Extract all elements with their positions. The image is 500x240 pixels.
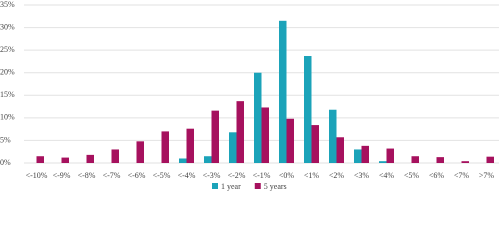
legend-swatch — [212, 183, 218, 189]
y-tick-label: 25% — [0, 45, 15, 54]
bar — [279, 20, 287, 163]
x-tick-label: <1% — [304, 171, 320, 180]
x-tick-label: <-7% — [103, 171, 121, 180]
x-tick-label: >7% — [479, 171, 495, 180]
bar — [136, 141, 144, 163]
x-tick-label: <0% — [279, 171, 295, 180]
bar — [236, 101, 244, 163]
x-tick-label: <4% — [379, 171, 395, 180]
bar — [486, 156, 494, 163]
bar — [86, 154, 94, 163]
legend-label: 1 year — [221, 182, 241, 191]
bar — [411, 156, 419, 163]
x-tick-label: <-5% — [153, 171, 171, 180]
y-tick-label: 5% — [0, 135, 11, 144]
x-tick-label: <-1% — [253, 171, 271, 180]
bar — [229, 132, 237, 163]
chart: 0% 5% 10% 15% 20% 25% 30% 35% <-10% <-9% <-8% <-7% <… — [0, 0, 499, 191]
x-tick-label: <7% — [454, 171, 470, 180]
x-tick-label: <-10% — [26, 171, 48, 180]
bar — [436, 157, 444, 163]
y-tick-label: 30% — [0, 22, 15, 31]
y-tick-label: 15% — [0, 90, 15, 99]
x-tick-label: <-6% — [128, 171, 146, 180]
x-tick-label: <-4% — [178, 171, 196, 180]
y-tick-label: 20% — [0, 68, 15, 77]
bar — [379, 161, 387, 163]
x-tick-label: <-2% — [228, 171, 246, 180]
legend-label: 5 years — [264, 182, 287, 191]
x-tick-label: <-8% — [78, 171, 96, 180]
y-tick-label: 10% — [0, 113, 15, 122]
bar — [204, 156, 212, 163]
bar — [311, 125, 319, 163]
bar — [354, 149, 362, 163]
bar — [254, 72, 262, 163]
bar — [286, 118, 294, 163]
bar — [186, 128, 194, 163]
x-tick-label: <-9% — [53, 171, 71, 180]
bar — [304, 56, 312, 163]
bar — [461, 161, 469, 163]
bar — [111, 149, 119, 163]
bar — [261, 107, 269, 163]
bar — [36, 156, 44, 163]
bar — [161, 131, 169, 163]
y-tick-label: 0% — [0, 158, 11, 167]
bar — [336, 137, 344, 163]
bar — [386, 148, 394, 163]
bar — [329, 109, 337, 163]
y-tick-label: 35% — [0, 0, 15, 9]
bar — [61, 157, 69, 163]
bar — [179, 158, 187, 163]
bar — [211, 110, 219, 163]
x-tick-label: <5% — [404, 171, 420, 180]
legend-swatch — [254, 183, 261, 189]
x-tick-label: <6% — [429, 171, 445, 180]
x-tick-label: <-3% — [203, 171, 221, 180]
x-tick-label: <2% — [329, 171, 345, 180]
x-tick-label: <3% — [354, 171, 370, 180]
bar — [361, 145, 369, 163]
